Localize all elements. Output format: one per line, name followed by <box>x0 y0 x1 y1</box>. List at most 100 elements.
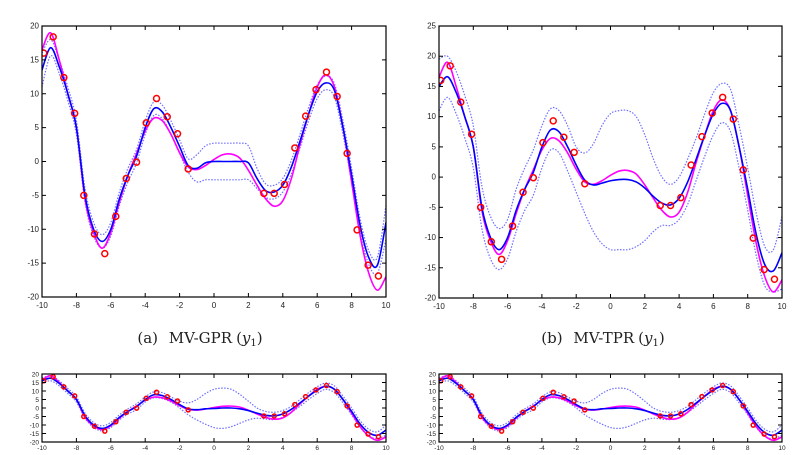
observation-point <box>687 161 695 169</box>
observation-point <box>90 230 99 238</box>
observation-point <box>476 203 485 212</box>
observation-point <box>112 212 120 221</box>
caption-a-variable: y <box>241 329 251 347</box>
observation-point <box>457 98 465 106</box>
x-tick-label: 4 <box>677 445 681 452</box>
lower-bound-line <box>42 380 386 440</box>
observation-point <box>322 68 331 76</box>
caption-a-label: (a) <box>137 329 158 347</box>
observation-point <box>446 62 454 70</box>
observation-point <box>571 398 577 404</box>
observation-point <box>365 431 371 437</box>
y-tick-label: -5 <box>32 191 40 200</box>
caption-a-close-paren: ) <box>257 329 263 347</box>
observation-point <box>730 388 737 395</box>
observation-point <box>666 201 675 210</box>
observation-point <box>749 234 757 242</box>
observation-point <box>333 92 341 101</box>
y-tick-label: -15 <box>30 431 40 438</box>
observation-point <box>477 413 484 420</box>
observation-point <box>354 422 360 428</box>
observation-point <box>113 419 119 425</box>
x-tick-label: 8 <box>350 445 354 452</box>
predictive-mean-line <box>439 75 782 273</box>
observation-point <box>185 407 191 413</box>
observation-point <box>561 394 567 400</box>
observation-point <box>529 173 538 182</box>
caption-b-close-paren: ) <box>659 329 665 347</box>
observation-point <box>91 423 98 429</box>
upper-bound-line <box>42 375 386 433</box>
x-tick-label: 10 <box>382 301 391 310</box>
caption-a-method: MV-GPR <box>169 329 233 347</box>
observation-point <box>560 133 568 141</box>
observation-point <box>719 382 726 389</box>
observation-point <box>142 119 150 127</box>
observation-point <box>688 401 694 408</box>
x-tick-label: -4 <box>539 445 545 452</box>
observation-point <box>102 428 108 434</box>
observation-point <box>80 191 88 200</box>
observation-point <box>50 374 56 380</box>
y-tick-label: 15 <box>30 55 39 64</box>
observation-point <box>164 394 170 400</box>
observation-point <box>657 413 663 419</box>
x-tick-label: 6 <box>711 302 716 311</box>
observation-point <box>334 388 340 395</box>
y-tick-label: 15 <box>427 82 436 91</box>
observation-point <box>70 109 79 118</box>
plot-area <box>42 31 386 292</box>
observation-point <box>698 132 706 141</box>
observation-point <box>353 226 361 234</box>
observation-point <box>364 261 372 269</box>
observation-point <box>173 129 182 138</box>
observation-point <box>677 193 685 202</box>
observation-point <box>656 201 664 210</box>
y-tick-label: -15 <box>27 259 39 268</box>
observation-point <box>488 423 495 429</box>
observation-point <box>760 265 768 274</box>
plot-area <box>439 374 782 442</box>
y-tick-label: 5 <box>432 142 437 151</box>
predictive-mean-line <box>42 46 386 269</box>
caption-b-label: (b) <box>541 329 562 347</box>
observation-point <box>174 398 181 404</box>
x-tick-label: -10 <box>434 445 444 452</box>
x-tick-label: -6 <box>505 445 511 452</box>
observation-point <box>292 401 298 408</box>
observation-point <box>291 144 299 152</box>
y-tick-label: 15 <box>32 380 40 387</box>
y-tick-label: 20 <box>429 372 437 379</box>
x-tick-label: 0 <box>212 445 216 452</box>
observation-point <box>42 49 48 57</box>
upper-bound-line <box>439 55 782 254</box>
x-tick-label: -8 <box>73 301 81 310</box>
plot-area <box>42 374 386 442</box>
y-tick-label: 10 <box>30 89 39 98</box>
x-tick-label: -10 <box>37 445 47 452</box>
observation-point <box>740 403 746 409</box>
y-tick-label: 0 <box>432 406 436 413</box>
observation-point <box>570 148 578 157</box>
observation-point <box>153 389 160 395</box>
y-tick-label: -20 <box>27 293 39 302</box>
y-tick-label: 5 <box>35 397 39 404</box>
observation-point <box>71 393 78 399</box>
y-tick-label: -10 <box>27 225 39 234</box>
observation-point <box>271 413 277 419</box>
observation-point <box>708 109 716 117</box>
x-tick-label: 0 <box>608 302 613 311</box>
x-tick-label: -6 <box>504 302 512 311</box>
observation-point <box>312 85 320 94</box>
observation-point <box>375 433 382 440</box>
observation-point <box>509 419 516 425</box>
observation-point <box>530 405 537 411</box>
x-tick-label: -2 <box>176 301 184 310</box>
y-tick-label: 0 <box>35 157 40 166</box>
observation-point <box>49 33 57 41</box>
y-tick-label: -10 <box>424 233 436 242</box>
x-tick-label: -10 <box>433 302 445 311</box>
observation-point <box>771 433 778 440</box>
caption-a-open-paren: ( <box>236 329 242 347</box>
